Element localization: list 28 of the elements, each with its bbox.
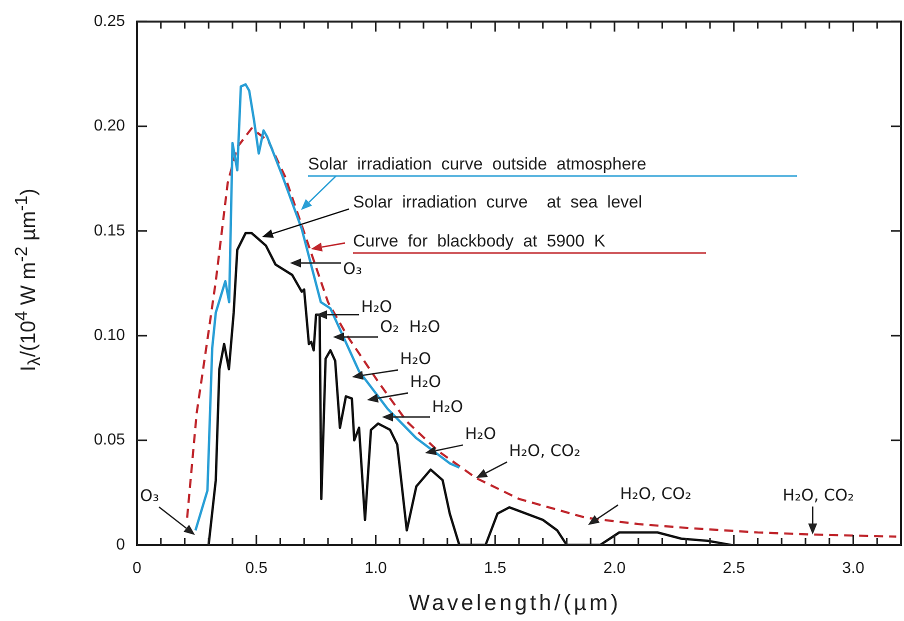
x-tick-label: 0.5 [245, 560, 268, 578]
annotation: H₂O [361, 296, 392, 316]
annotation: H₂O [432, 397, 464, 416]
y-tick-label: 0.25 [94, 13, 126, 30]
x-tick-label: 1.5 [484, 560, 506, 578]
y-tick-label: 0.05 [94, 432, 126, 449]
annotation: O₂ H₂O [380, 317, 440, 336]
x-tick-label: 2.5 [722, 560, 746, 578]
text: Solar irradiation curve at sea level [353, 192, 642, 212]
annotation: H₂O, CO₂ [620, 484, 692, 504]
x-tick-label: 2.0 [603, 560, 626, 578]
annotation: H₂O [410, 372, 442, 392]
annotation: H₂O [465, 424, 496, 444]
x-tick-label: 0 [132, 560, 142, 578]
annotation: O₃ [343, 259, 362, 278]
annotation: H₂O, CO₂ [782, 486, 854, 505]
annotation: H₂O, CO₂ [509, 441, 580, 460]
x-axis-title: Wavelength/(µm) [408, 590, 622, 616]
x-tick-label: 1.0 [364, 560, 387, 578]
y-tick-label: 0.20 [94, 118, 126, 135]
x-tick-label: 3.0 [842, 560, 864, 578]
y-tick-label: 0 [116, 536, 126, 554]
legend-label: Curve for blackbody at 5900 K [353, 232, 606, 251]
annotation: H₂O [400, 349, 432, 368]
y-tick-label: 0.15 [94, 222, 126, 240]
series-label: Solar irradiation curve outside atmosphere [308, 154, 646, 174]
y-tick-label: 0.10 [94, 327, 126, 344]
annotation: O₃ [140, 486, 160, 506]
